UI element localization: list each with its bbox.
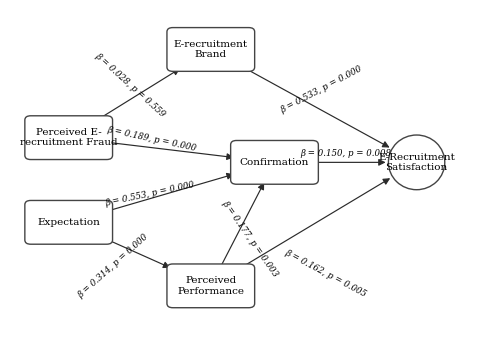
Text: Perceived E-
recruitment Fraud: Perceived E- recruitment Fraud [20, 128, 117, 147]
Text: Confirmation: Confirmation [240, 158, 309, 167]
Text: β = 0.028, p = 0.559: β = 0.028, p = 0.559 [93, 51, 167, 118]
FancyBboxPatch shape [167, 264, 254, 308]
Text: β = 0.162, p = 0.005: β = 0.162, p = 0.005 [284, 248, 368, 299]
FancyBboxPatch shape [230, 140, 318, 184]
FancyBboxPatch shape [25, 116, 112, 159]
Text: β = 0.177, p = 0.003: β = 0.177, p = 0.003 [220, 198, 280, 278]
Text: Perceived
Performance: Perceived Performance [178, 276, 244, 296]
Text: E-recruitment
Brand: E-recruitment Brand [174, 40, 248, 59]
Ellipse shape [388, 135, 445, 190]
Text: β = 0.553, p = 0.000: β = 0.553, p = 0.000 [104, 180, 195, 208]
Text: β = 0.150, p = 0.008: β = 0.150, p = 0.008 [300, 149, 391, 158]
FancyBboxPatch shape [25, 201, 112, 244]
Text: Expectation: Expectation [38, 218, 100, 227]
Text: β = 0.533, p = 0.000: β = 0.533, p = 0.000 [279, 65, 363, 115]
Text: E-Recruitment
Satisfaction: E-Recruitment Satisfaction [378, 153, 455, 172]
Text: β = 0.314, p = 0.000: β = 0.314, p = 0.000 [76, 233, 150, 300]
Text: β = 0.189, p = 0.000: β = 0.189, p = 0.000 [106, 126, 198, 153]
FancyBboxPatch shape [167, 28, 254, 71]
